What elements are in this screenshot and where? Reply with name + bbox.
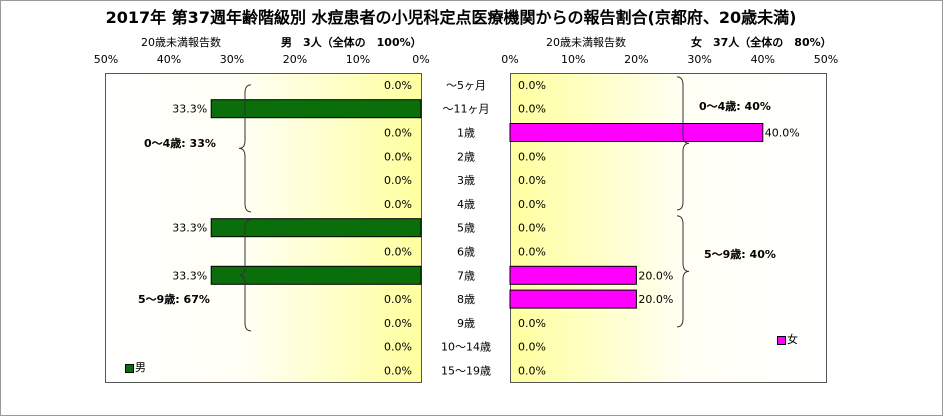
female-value-label: 0.0% [518,222,546,235]
female-legend: 女 [777,331,798,347]
male-bar [210,218,422,238]
male-x-tick: 0% [412,53,429,66]
female-value-label: 0.0% [518,198,546,211]
female-value-label: 0.0% [518,79,546,92]
category-label: ～11ヶ月 [443,103,490,116]
male-value-label: 0.0% [384,317,412,330]
female-value-label: 40.0% [765,127,800,140]
male-x-tick: 50% [94,53,118,66]
female-value-label: 0.0% [518,365,546,378]
male-legend-swatch [125,363,134,373]
male-legend-label: 男 [135,361,146,374]
female-bar [509,289,637,309]
male-value-label: 0.0% [384,246,412,259]
male-value-label: 0.0% [384,150,412,163]
male-value-label: 0.0% [384,127,412,140]
male-note-5-9: 5～9歳: 67% [138,292,210,306]
category-label: ～5ヶ月 [446,79,486,92]
female-x-tick: 0% [501,53,518,66]
female-x-tick: 20% [624,53,648,66]
male-axis-caption: 20歳未満報告数 [141,36,221,49]
category-label: 6歳 [457,246,475,259]
male-brace-0-4 [238,84,252,213]
female-note-0-4: 0～4歳: 40% [699,99,771,113]
category-label: 8歳 [457,293,475,306]
male-value-label: 0.0% [384,174,412,187]
male-count-caption: 男 3人（全体の 100%） [281,36,422,49]
chart-title: 2017年 第37週年齢階級別 水痘患者の小児科定点医療機関からの報告割合(京都… [105,8,797,27]
female-value-label: 20.0% [638,293,673,306]
female-axis-caption: 20歳未満報告数 [546,36,626,49]
female-legend-label: 女 [787,333,798,346]
category-label: 9歳 [457,317,475,330]
male-note-0-4: 0～4歳: 33% [144,136,216,150]
female-brace-5-9 [676,215,690,328]
category-label: 7歳 [457,269,475,282]
category-label: 10～14歳 [441,341,491,354]
category-label: 4歳 [457,198,475,211]
female-value-label: 0.0% [518,174,546,187]
female-x-tick: 40% [751,53,775,66]
male-value-label: 33.3% [172,269,207,282]
female-value-label: 0.0% [518,317,546,330]
female-value-label: 0.0% [518,150,546,163]
male-brace-5-9 [238,219,252,332]
male-value-label: 0.0% [384,79,412,92]
female-brace-0-4 [676,76,690,211]
female-value-label: 20.0% [638,269,673,282]
male-value-label: 0.0% [384,341,412,354]
female-note-5-9: 5～9歳: 40% [704,247,776,261]
female-value-label: 0.0% [518,341,546,354]
female-x-tick: 30% [687,53,711,66]
female-bar [509,265,637,285]
female-count-caption: 女 37人（全体の 80%） [691,36,832,49]
female-x-tick: 10% [561,53,585,66]
category-label: 5歳 [457,222,475,235]
category-label: 2歳 [457,150,475,163]
male-value-label: 33.3% [172,222,207,235]
female-bar [509,123,764,142]
male-x-tick: 20% [283,53,307,66]
female-legend-swatch [777,335,786,345]
male-x-tick: 30% [220,53,244,66]
male-value-label: 0.0% [384,198,412,211]
female-value-label: 0.0% [518,246,546,259]
male-bar [210,265,422,285]
female-value-label: 0.0% [518,103,546,116]
male-value-label: 0.0% [384,365,412,378]
male-legend: 男 [125,359,146,375]
female-x-tick: 50% [814,53,838,66]
male-bar [210,99,422,119]
male-value-label: 33.3% [172,103,207,116]
category-label: 15～19歳 [441,365,491,378]
male-x-tick: 40% [157,53,181,66]
category-label: 1歳 [457,127,475,140]
male-value-label: 0.0% [384,293,412,306]
male-x-tick: 10% [346,53,370,66]
category-label: 3歳 [457,174,475,187]
